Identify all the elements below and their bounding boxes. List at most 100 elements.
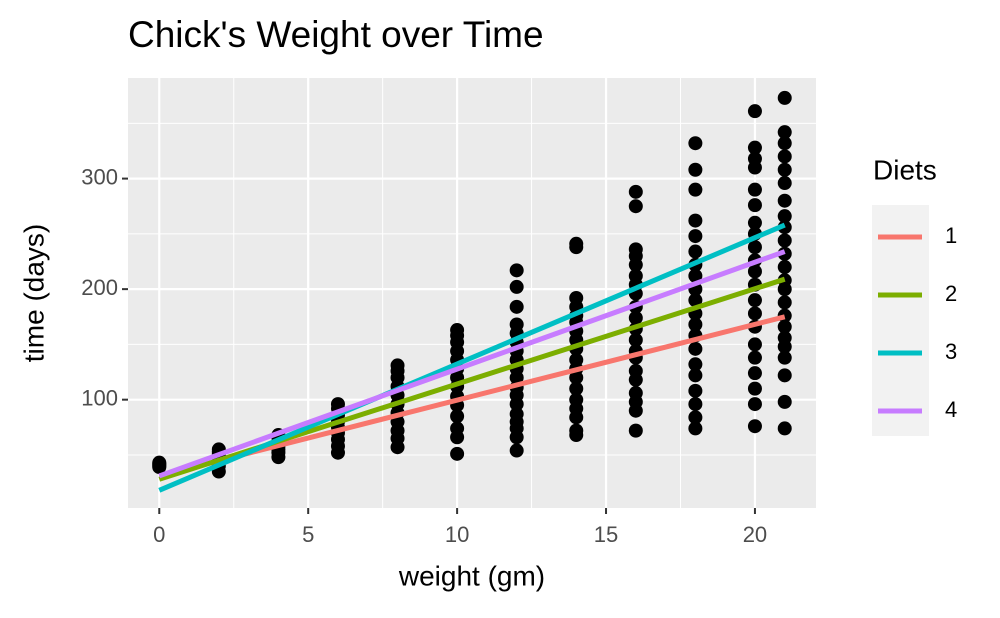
point (777, 260, 792, 275)
point (569, 236, 584, 251)
point (509, 263, 524, 278)
y-tick-label: 200 (81, 275, 118, 300)
point (777, 162, 792, 177)
point (628, 310, 643, 325)
legend-label: 4 (945, 397, 957, 422)
point (688, 410, 703, 425)
point (688, 268, 703, 283)
point (688, 293, 703, 308)
point (628, 199, 643, 214)
point (688, 397, 703, 412)
point (777, 330, 792, 345)
point (509, 279, 524, 294)
point (777, 319, 792, 334)
x-tick-label: 10 (445, 522, 469, 547)
y-axis-title: time (days) (18, 224, 49, 362)
point (569, 381, 584, 396)
point (569, 352, 584, 367)
plot-panel (128, 78, 816, 508)
point (330, 397, 345, 412)
x-tick-label: 5 (302, 522, 314, 547)
point (628, 386, 643, 401)
point (777, 209, 792, 224)
point (152, 455, 167, 470)
point (777, 394, 792, 409)
point (747, 198, 762, 213)
point (777, 350, 792, 365)
point (450, 421, 465, 436)
point (747, 293, 762, 308)
point (747, 104, 762, 119)
legend-label: 2 (945, 281, 957, 306)
point (688, 341, 703, 356)
point (688, 136, 703, 151)
point (688, 244, 703, 259)
chart-title: Chick's Weight over Time (128, 14, 544, 55)
point (628, 184, 643, 199)
point (777, 90, 792, 105)
y-tick-label: 100 (81, 385, 118, 410)
point (747, 350, 762, 365)
legend-box (872, 205, 929, 436)
legend-title: Diets (873, 154, 937, 185)
point (777, 193, 792, 208)
point (747, 182, 762, 197)
x-axis-title: weight (gm) (398, 560, 545, 591)
point (777, 421, 792, 436)
point (747, 306, 762, 321)
point (569, 392, 584, 407)
point (747, 366, 762, 381)
point (777, 233, 792, 248)
point (747, 419, 762, 434)
point (777, 176, 792, 191)
legend-label: 1 (945, 223, 957, 248)
point (628, 332, 643, 347)
point (688, 162, 703, 177)
point (688, 182, 703, 197)
point (747, 337, 762, 352)
point (509, 407, 524, 422)
point (747, 151, 762, 166)
point (509, 443, 524, 458)
point (688, 317, 703, 332)
point (688, 421, 703, 436)
point (509, 317, 524, 332)
x-tick-label: 15 (594, 522, 618, 547)
fit-line (158, 222, 786, 493)
point (628, 423, 643, 438)
fit-line (158, 314, 786, 479)
point (747, 215, 762, 230)
fit-line (158, 249, 786, 479)
point (390, 358, 405, 373)
point (777, 368, 792, 383)
point (688, 383, 703, 398)
point (747, 381, 762, 396)
point (747, 140, 762, 155)
point (777, 125, 792, 140)
point (777, 149, 792, 164)
point (450, 323, 465, 338)
point (747, 264, 762, 279)
point (509, 299, 524, 314)
point (688, 357, 703, 372)
point (628, 242, 643, 257)
point (777, 295, 792, 310)
point (688, 213, 703, 228)
x-tick-label: 20 (743, 522, 767, 547)
point (777, 136, 792, 151)
point (569, 290, 584, 305)
point (688, 368, 703, 383)
x-tick-label: 0 (153, 522, 165, 547)
point (747, 397, 762, 412)
point (628, 363, 643, 378)
point (450, 409, 465, 424)
y-tick-label: 300 (81, 164, 118, 189)
point (450, 446, 465, 461)
point (569, 423, 584, 438)
point (688, 229, 703, 244)
point (628, 268, 643, 283)
point (747, 240, 762, 255)
legend-label: 3 (945, 339, 957, 364)
